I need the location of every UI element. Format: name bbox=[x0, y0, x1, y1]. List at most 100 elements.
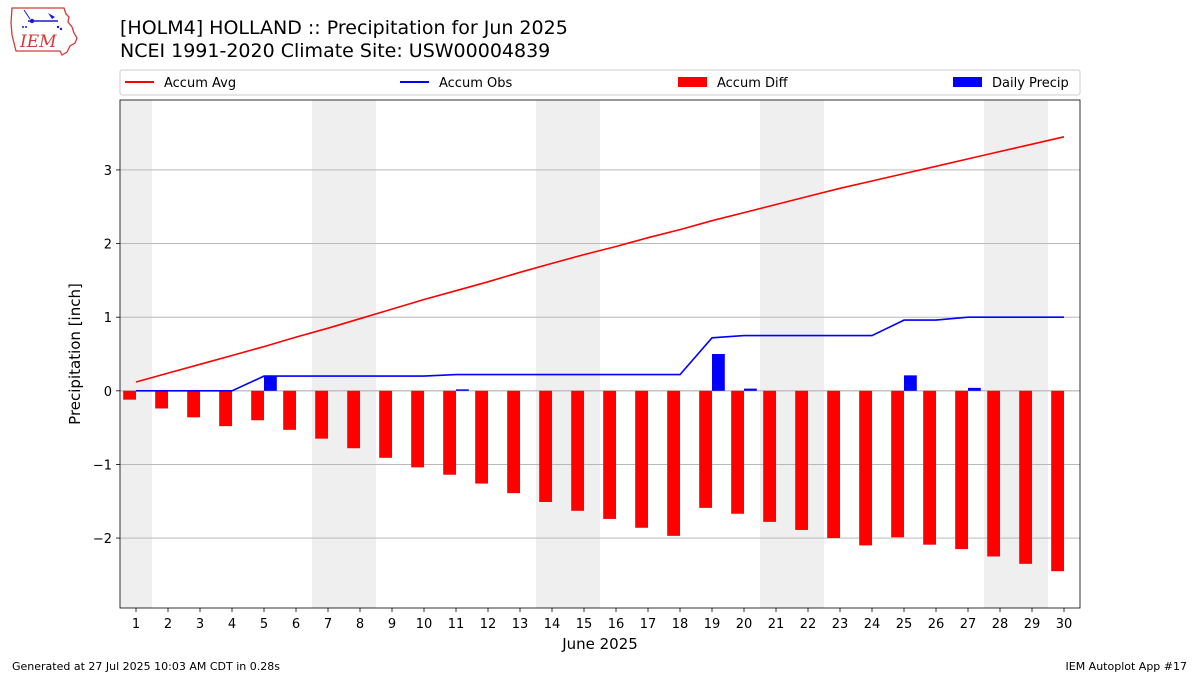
accum-diff-bar bbox=[699, 390, 712, 508]
accum-diff-bar bbox=[635, 390, 648, 528]
accum-diff-bar bbox=[155, 390, 168, 409]
logo-text: IEM bbox=[19, 32, 57, 52]
weekend-band bbox=[536, 100, 568, 608]
accum-diff-bar bbox=[667, 390, 680, 536]
legend-accum-diff: Accum Diff bbox=[717, 76, 789, 91]
legend-accum-obs: Accum Obs bbox=[439, 76, 512, 91]
accum-diff-bars bbox=[123, 390, 1064, 572]
x-tick-label: 14 bbox=[544, 617, 561, 632]
accum-diff-bar bbox=[1019, 390, 1032, 564]
accum-diff-bar bbox=[795, 390, 808, 530]
x-tick-label: 15 bbox=[576, 617, 593, 632]
accum-diff-bar bbox=[827, 390, 840, 539]
x-tick-label: 18 bbox=[672, 617, 689, 632]
footer-generated: Generated at 27 Jul 2025 10:03 AM CDT in… bbox=[12, 660, 280, 673]
accum-diff-bar bbox=[219, 390, 232, 427]
x-axis-ticks: 1 2 3 4 5 6 7 8 9 10 11 12 13 14 15 16 17 18 19 20 21 22 23 24 2… bbox=[132, 608, 1072, 632]
weekend-band bbox=[344, 100, 376, 608]
accum-diff-bar bbox=[379, 390, 392, 458]
x-tick-label: 8 bbox=[356, 617, 364, 632]
x-tick-label: 20 bbox=[736, 617, 753, 632]
axes-frame bbox=[119, 99, 1081, 609]
accum-diff-bar bbox=[315, 390, 328, 439]
accum-diff-bar bbox=[603, 390, 616, 519]
x-tick-label: 6 bbox=[292, 617, 300, 632]
accum-diff-bar bbox=[123, 390, 136, 400]
weekend-band bbox=[312, 100, 344, 608]
x-tick-label: 13 bbox=[512, 617, 529, 632]
accum-diff-bar bbox=[987, 390, 1000, 557]
x-tick-label: 29 bbox=[1024, 617, 1041, 632]
accum-diff-bar bbox=[1051, 390, 1064, 572]
x-axis-label: June 2025 bbox=[561, 635, 638, 653]
accum-diff-bar bbox=[251, 390, 264, 421]
y-tick-label: −2 bbox=[93, 532, 112, 547]
x-tick-label: 27 bbox=[960, 617, 977, 632]
y-tick-label: 2 bbox=[104, 238, 112, 253]
daily-precip-bar bbox=[712, 354, 725, 391]
x-tick-label: 1 bbox=[132, 617, 140, 632]
legend-daily-precip: Daily Precip bbox=[992, 76, 1069, 91]
accum-diff-bar bbox=[763, 390, 776, 522]
x-tick-label: 5 bbox=[260, 617, 268, 632]
y-tick-label: 1 bbox=[104, 311, 112, 326]
accum-diff-bar bbox=[411, 390, 424, 468]
daily-precip-bar bbox=[968, 387, 981, 391]
daily-precip-bar bbox=[904, 375, 917, 391]
weekend-band bbox=[120, 100, 152, 608]
title-line-2: NCEI 1991-2020 Climate Site: USW00004839 bbox=[120, 40, 551, 62]
x-tick-label: 22 bbox=[800, 617, 817, 632]
accum-diff-bar bbox=[571, 390, 584, 511]
y-tick-label: 3 bbox=[104, 164, 112, 179]
x-tick-label: 21 bbox=[768, 617, 785, 632]
y-axis-label: Precipitation [inch] bbox=[66, 283, 84, 425]
x-tick-label: 26 bbox=[928, 617, 945, 632]
x-tick-label: 24 bbox=[864, 617, 881, 632]
legend-box bbox=[119, 69, 1081, 96]
x-tick-label: 10 bbox=[416, 617, 433, 632]
x-tick-label: 3 bbox=[196, 617, 204, 632]
accum-diff-bar bbox=[507, 390, 520, 494]
x-tick-label: 19 bbox=[704, 617, 721, 632]
accum-diff-bar bbox=[347, 390, 360, 449]
daily-precip-bar bbox=[264, 376, 277, 391]
x-tick-label: 30 bbox=[1056, 617, 1073, 632]
weekend-band bbox=[760, 100, 792, 608]
weekend-shading bbox=[120, 100, 1048, 608]
accum-diff-bar bbox=[475, 390, 488, 484]
footer-app: IEM Autoplot App #17 bbox=[1065, 660, 1188, 673]
x-tick-label: 9 bbox=[388, 617, 396, 632]
x-tick-label: 25 bbox=[896, 617, 913, 632]
x-tick-label: 7 bbox=[324, 617, 332, 632]
daily-precip-bar bbox=[744, 388, 757, 391]
x-tick-label: 28 bbox=[992, 617, 1009, 632]
x-tick-label: 17 bbox=[640, 617, 657, 632]
accum-diff-bar bbox=[731, 390, 744, 514]
legend-daily-precip-swatch bbox=[953, 77, 982, 87]
x-tick-label: 4 bbox=[228, 617, 236, 632]
weekend-band bbox=[792, 100, 824, 608]
title-line-1: [HOLM4] HOLLAND :: Precipitation for Jun… bbox=[120, 17, 568, 39]
accum-diff-bar bbox=[443, 390, 456, 475]
x-tick-label: 2 bbox=[164, 617, 172, 632]
iem-logo: IEM bbox=[10, 7, 78, 56]
daily-precip-bar bbox=[456, 389, 469, 391]
legend: Accum Avg Accum Obs Accum Diff Daily Precip bbox=[119, 69, 1081, 96]
accum-diff-bar bbox=[187, 390, 200, 418]
y-axis-ticks: −2 −1 0 1 2 3 bbox=[93, 164, 120, 547]
accum-diff-bar bbox=[283, 390, 296, 430]
accum-avg-line bbox=[135, 136, 1065, 383]
accum-diff-bar bbox=[891, 390, 904, 538]
x-tick-label: 12 bbox=[480, 617, 497, 632]
weekend-band bbox=[568, 100, 600, 608]
accum-diff-bar bbox=[539, 390, 552, 502]
daily-precip-bars bbox=[264, 354, 981, 391]
accum-diff-bar bbox=[955, 390, 968, 550]
accum-obs-line bbox=[136, 316, 1064, 392]
x-tick-label: 23 bbox=[832, 617, 849, 632]
legend-accum-avg: Accum Avg bbox=[164, 76, 236, 91]
x-tick-label: 16 bbox=[608, 617, 625, 632]
accum-diff-bar bbox=[859, 390, 872, 546]
accum-diff-bar bbox=[923, 390, 936, 545]
